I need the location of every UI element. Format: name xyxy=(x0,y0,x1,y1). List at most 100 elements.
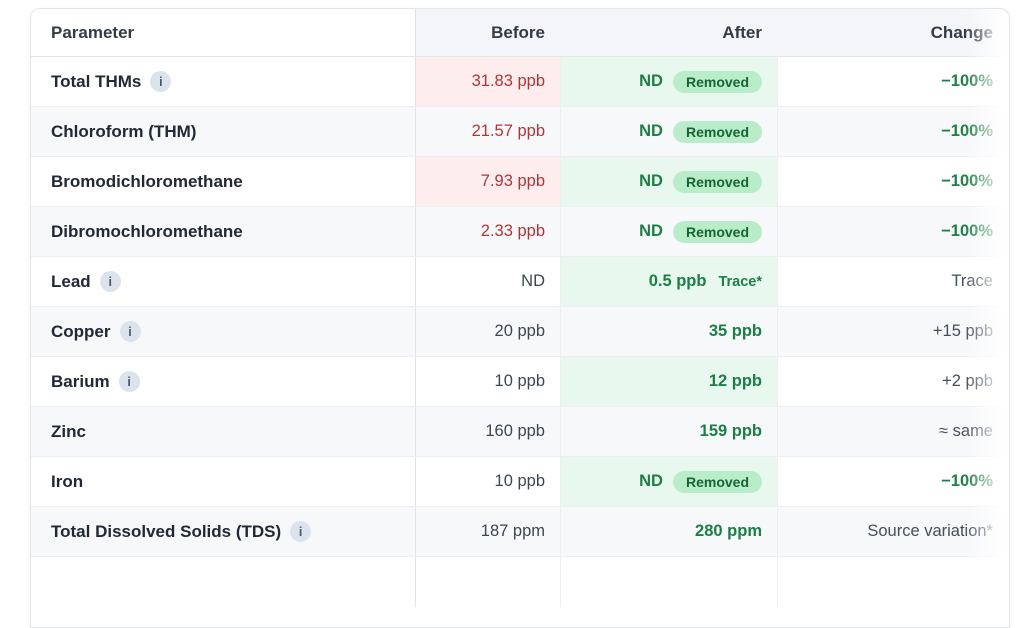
before-cell: 20 ppb xyxy=(416,307,561,356)
parameter-label: Copper xyxy=(51,321,111,341)
table-row: Barium i 10 ppb 12 ppb +2 ppb xyxy=(31,357,1009,407)
removed-badge: Removed xyxy=(672,170,762,193)
before-value: 10 ppb xyxy=(494,372,545,390)
before-value: 7.93 ppb xyxy=(480,172,545,190)
change-cell: Source variation* xyxy=(777,507,1009,556)
info-icon[interactable]: i xyxy=(119,321,141,342)
header-parameter-label: Parameter xyxy=(51,22,135,42)
before-value: 10 ppb xyxy=(494,472,545,490)
parameter-cell: Bromodichloromethane i xyxy=(31,157,416,206)
header-after: After xyxy=(560,9,778,56)
change-cell: Trace xyxy=(777,257,1009,306)
after-cell: 12 ppb xyxy=(560,357,778,406)
info-icon[interactable]: i xyxy=(99,271,121,292)
removed-badge: Removed xyxy=(672,120,762,143)
after-value: ND xyxy=(639,172,663,190)
after-cell: 159 ppb xyxy=(560,407,778,456)
parameter-cell: Zinc i xyxy=(31,407,416,456)
change-value: ≈ same xyxy=(939,422,993,440)
header-after-label: After xyxy=(722,22,762,42)
before-cell: 21.57 ppb xyxy=(416,107,561,156)
after-cell: ND Removed xyxy=(560,207,778,256)
table-row: Iron i 10 ppb ND Removed −100% xyxy=(31,457,1009,507)
after-cell: 35 ppb xyxy=(560,307,778,356)
change-value: Source variation* xyxy=(867,522,993,540)
change-cell: −100% xyxy=(777,57,1009,106)
change-cell: −100% xyxy=(777,457,1009,506)
header-change: Change xyxy=(777,9,1009,56)
table-row: Chloroform (THM) i 21.57 ppb ND Removed … xyxy=(31,107,1009,157)
after-cell: 280 ppm xyxy=(560,507,778,556)
removed-badge: Removed xyxy=(672,220,762,243)
change-value: +15 ppb xyxy=(932,322,993,340)
parameter-label: Total THMs xyxy=(51,71,142,91)
parameter-label: Iron xyxy=(51,471,84,491)
table-row: Total Dissolved Solids (TDS) i 187 ppm 2… xyxy=(31,507,1009,557)
after-cell: ND Removed xyxy=(560,157,778,206)
before-value: ND xyxy=(521,272,545,290)
table-row: Total THMs i 31.83 ppb ND Removed −100% xyxy=(31,57,1009,107)
before-value: 2.33 ppb xyxy=(480,222,545,240)
change-value: −100% xyxy=(941,72,993,90)
header-before: Before xyxy=(416,9,561,56)
parameter-label: Lead xyxy=(51,271,91,291)
change-cell: +15 ppb xyxy=(777,307,1009,356)
after-cell: ND Removed xyxy=(560,57,778,106)
removed-badge: Removed xyxy=(672,70,762,93)
header-change-label: Change xyxy=(930,22,993,42)
parameter-cell: Total Dissolved Solids (TDS) i xyxy=(31,507,416,556)
parameter-cell: Total THMs i xyxy=(31,57,416,106)
before-value: 21.57 ppb xyxy=(471,122,545,140)
after-value: 280 ppm xyxy=(695,522,762,540)
removed-badge: Removed xyxy=(672,470,762,493)
info-icon[interactable]: i xyxy=(290,521,312,542)
after-cell: ND Removed xyxy=(560,457,778,506)
change-cell xyxy=(777,557,1009,607)
parameter-cell: Chloroform (THM) i xyxy=(31,107,416,156)
change-cell: −100% xyxy=(777,207,1009,256)
parameter-cell: Lead i xyxy=(31,257,416,306)
after-value: ND xyxy=(639,122,663,140)
after-value: 35 ppb xyxy=(708,322,762,340)
change-value: −100% xyxy=(941,172,993,190)
table-header-row: Parameter Before After Change xyxy=(31,9,1009,57)
before-value: 160 ppb xyxy=(485,422,545,440)
after-cell: ND Removed xyxy=(560,107,778,156)
change-cell: ≈ same xyxy=(777,407,1009,456)
parameter-cell xyxy=(31,557,416,607)
before-cell: 187 ppm xyxy=(416,507,561,556)
before-value: 187 ppm xyxy=(480,522,545,540)
parameter-label: Dibromochloromethane xyxy=(51,221,243,241)
change-value: −100% xyxy=(941,472,993,490)
info-icon[interactable]: i xyxy=(118,371,140,392)
before-cell: 160 ppb xyxy=(416,407,561,456)
table-row: Bromodichloromethane i 7.93 ppb ND Remov… xyxy=(31,157,1009,207)
before-cell: 10 ppb xyxy=(416,357,561,406)
change-value: +2 ppb xyxy=(942,372,993,390)
before-cell: 2.33 ppb xyxy=(416,207,561,256)
after-value: ND xyxy=(639,222,663,240)
trace-badge: Trace* xyxy=(718,273,762,290)
change-cell: −100% xyxy=(777,107,1009,156)
change-cell: −100% xyxy=(777,157,1009,206)
change-cell: +2 ppb xyxy=(777,357,1009,406)
after-value: 159 ppb xyxy=(699,422,762,440)
after-cell: 0.5 ppb Trace* xyxy=(560,257,778,306)
change-value: Trace xyxy=(951,272,993,290)
parameter-label: Bromodichloromethane xyxy=(51,171,243,191)
change-value: −100% xyxy=(941,222,993,240)
after-value: 12 ppb xyxy=(708,372,762,390)
parameter-label: Zinc xyxy=(51,421,86,441)
table-row: Zinc i 160 ppb 159 ppb ≈ same xyxy=(31,407,1009,457)
before-cell: 7.93 ppb xyxy=(416,157,561,206)
table-row-partial xyxy=(31,557,1009,607)
table-row: Copper i 20 ppb 35 ppb +15 ppb xyxy=(31,307,1009,357)
before-cell xyxy=(416,557,561,607)
parameter-label: Chloroform (THM) xyxy=(51,121,197,141)
before-value: 31.83 ppb xyxy=(471,72,545,90)
before-cell: 31.83 ppb xyxy=(416,57,561,106)
table-row: Dibromochloromethane i 2.33 ppb ND Remov… xyxy=(31,207,1009,257)
info-icon[interactable]: i xyxy=(150,71,172,92)
parameter-cell: Copper i xyxy=(31,307,416,356)
before-value: 20 ppb xyxy=(494,322,545,340)
